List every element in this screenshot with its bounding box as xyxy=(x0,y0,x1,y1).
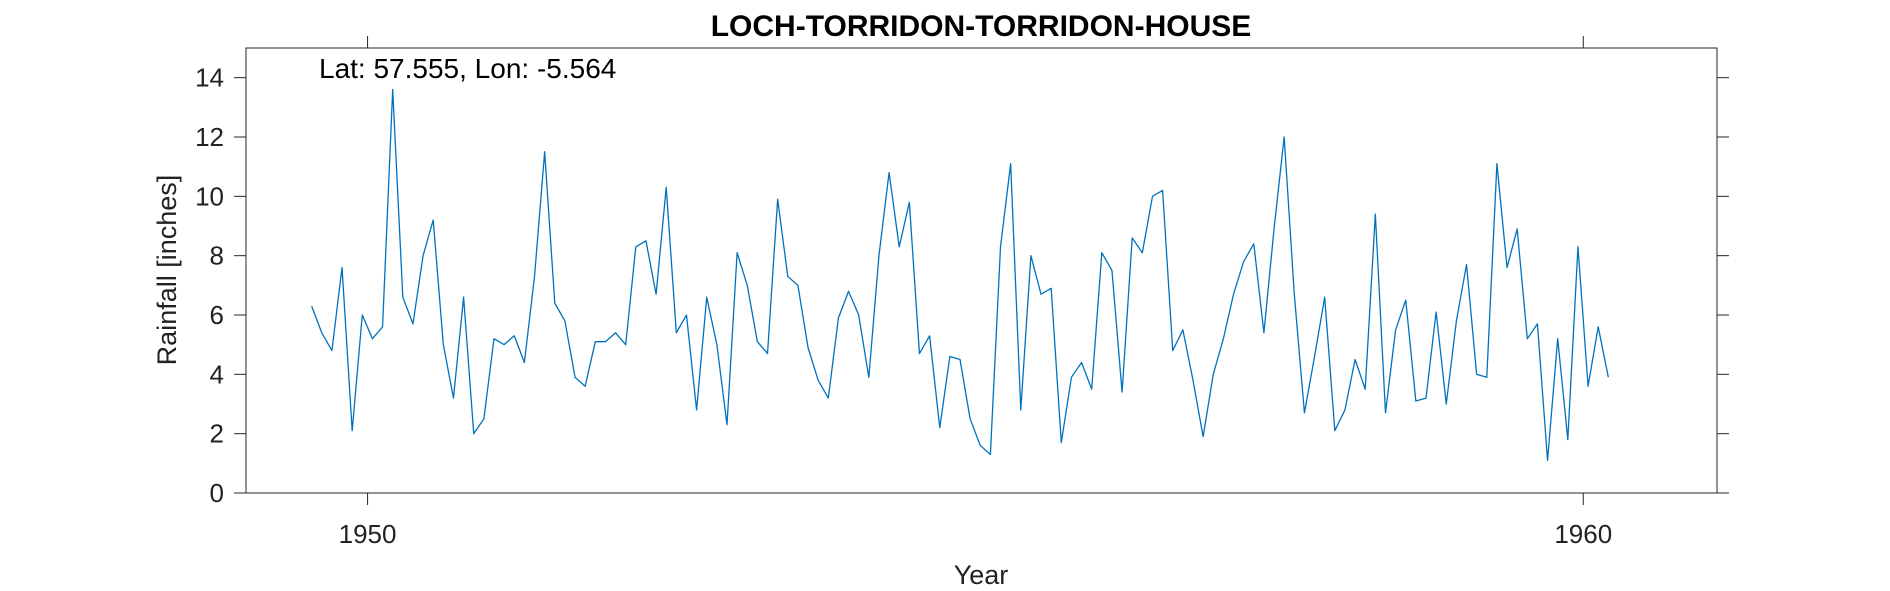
y-tick-label: 14 xyxy=(195,63,224,93)
y-axis-label: Rainfall [inches] xyxy=(152,175,182,366)
y-tick-label: 10 xyxy=(195,181,224,211)
y-tick-label: 2 xyxy=(210,419,224,449)
y-tick-label: 0 xyxy=(210,478,224,508)
axis-ticks xyxy=(234,36,1729,505)
x-tick-label: 1950 xyxy=(339,519,397,549)
x-axis-label: Year xyxy=(954,560,1009,590)
y-tick-label: 6 xyxy=(210,300,224,330)
chart-title: LOCH-TORRIDON-TORRIDON-HOUSE xyxy=(711,10,1252,43)
location-annotation: Lat: 57.555, Lon: -5.564 xyxy=(319,53,616,84)
rainfall-series-line xyxy=(311,88,1609,462)
y-tick-label: 12 xyxy=(195,122,224,152)
y-tick-label: 8 xyxy=(210,241,224,271)
x-tick-label: 1960 xyxy=(1554,519,1612,549)
plot-area xyxy=(245,47,1718,494)
tick-labels: 0 2 4 6 8 10 12 14 1950 1960 xyxy=(195,63,1612,549)
y-tick-label: 4 xyxy=(210,359,224,389)
